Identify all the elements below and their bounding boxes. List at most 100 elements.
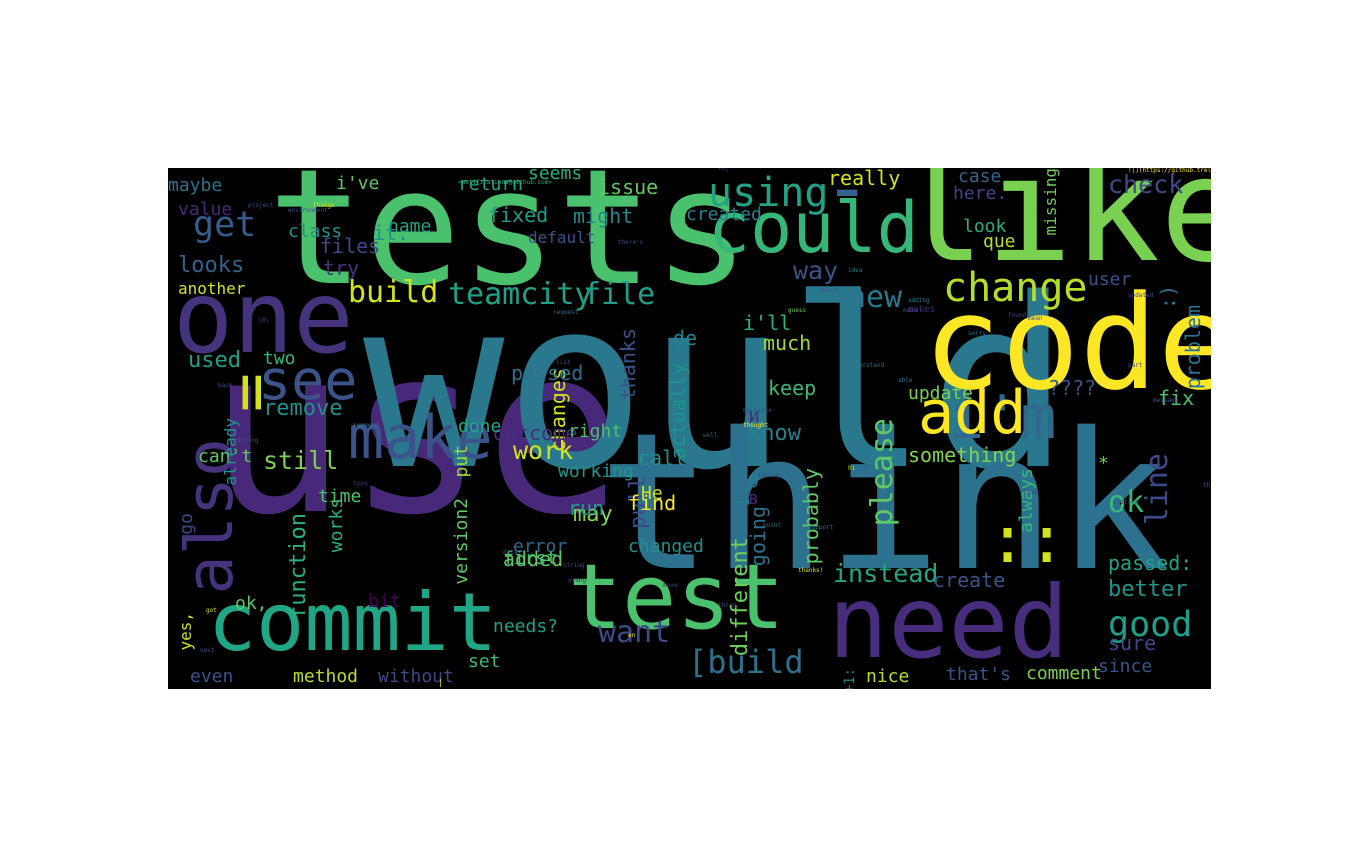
cloud-word: probably: [799, 468, 823, 565]
cloud-word: (0\: [258, 317, 269, 324]
cloud-word: 0: [748, 471, 759, 492]
cloud-word: i've: [336, 173, 380, 194]
cloud-word: 1: [737, 498, 753, 507]
cloud-word: data: [503, 549, 518, 556]
cloud-word: first: [503, 548, 558, 569]
word-cloud: use would think tests like code one need test com…: [168, 168, 1211, 689]
cloud-word: change: [943, 265, 1088, 311]
cloud-word: instead: [833, 559, 939, 588]
cloud-word: files: [320, 234, 381, 258]
cloud-word: list: [556, 359, 571, 366]
cloud-word: build: [348, 275, 439, 310]
cloud-word: here.: [953, 183, 1008, 204]
cloud-word: ![](https://github.trello.services/image…: [1128, 168, 1211, 174]
cloud-word: idea: [848, 267, 863, 274]
cloud-word: и: [748, 403, 761, 427]
cloud-word: look: [963, 216, 1007, 237]
cloud-word: even: [190, 666, 234, 687]
cloud-word: actually: [666, 363, 690, 460]
cloud-word: different: [728, 537, 753, 657]
cloud-word: problem: [1181, 305, 1205, 390]
cloud-word: made: [903, 307, 918, 314]
cloud-word: passed: [511, 361, 584, 385]
cloud-word: default: [528, 228, 596, 247]
cloud-word: commit: [208, 576, 497, 669]
cloud-word: thought: [743, 422, 769, 429]
cloud-word: call: [638, 446, 687, 470]
cloud-word: created: [686, 204, 762, 225]
cloud-word: update: [908, 383, 974, 404]
cloud-word: find: [628, 491, 677, 515]
cloud-word: may: [573, 502, 613, 527]
cloud-word: case: [958, 168, 1002, 187]
cloud-word: **\: [718, 168, 729, 174]
cloud-word: ok,: [235, 593, 268, 614]
cloud-word: [build: [688, 643, 804, 681]
cloud-word: better: [1108, 577, 1188, 602]
cloud-word: string: [563, 562, 585, 569]
cloud-word: return: [458, 174, 524, 195]
cloud-word: value: [178, 199, 233, 220]
cloud-word: project: [248, 202, 274, 209]
cloud-word: try: [323, 256, 360, 280]
cloud-word: got: [206, 607, 217, 614]
cloud-word: user: [1088, 269, 1132, 290]
cloud-word: run: [568, 496, 605, 520]
cloud-word: updated: [1128, 292, 1154, 299]
cloud-word: that's: [946, 664, 1012, 685]
cloud-word: reason: [818, 287, 840, 294]
cloud-word: :): [1156, 285, 1180, 310]
cloud-word: mean: [1028, 315, 1043, 322]
cloud-word: method: [293, 666, 359, 687]
cloud-word: ok: [1108, 485, 1145, 520]
cloud-word: :+1:: [842, 668, 858, 689]
cloud-word: file: [583, 277, 656, 312]
cloud-word: i'm: [948, 383, 1057, 453]
cloud-word: see: [258, 348, 358, 412]
cloud-word: function: [286, 513, 311, 619]
cloud-word: able: [898, 377, 913, 384]
cloud-word: point: [763, 522, 782, 529]
cloud-word: wrong: [568, 577, 587, 584]
cloud-word: missing: [1041, 168, 1060, 236]
cloud-word: name: [388, 216, 432, 237]
cloud-word: part: [1128, 362, 1143, 369]
cloud-word: things: [313, 202, 335, 209]
cloud-word: used: [188, 348, 241, 373]
cloud-word: something: [908, 443, 1017, 467]
cloud-word: He: [641, 483, 663, 504]
cloud-word: another: [178, 279, 246, 298]
cloud-word: since: [1098, 656, 1153, 677]
cloud-word: de: [673, 326, 698, 350]
cloud-word: в: [748, 488, 759, 509]
cloud-word: comment: [1026, 663, 1102, 684]
cloud-word: go: [176, 513, 197, 535]
cloud-word: seems: [528, 168, 583, 184]
cloud-word: added: [503, 547, 564, 571]
cloud-word: thing: [718, 602, 737, 609]
cloud-word: multidex: [743, 407, 772, 414]
cloud-word: bit: [368, 591, 401, 612]
cloud-word: sorry: [968, 330, 987, 337]
cloud-word: time: [318, 486, 362, 507]
cloud-word: done: [458, 416, 502, 437]
cloud-word: hi: [848, 465, 856, 472]
cloud-word: running: [233, 437, 259, 444]
cloud-word: back: [218, 382, 233, 389]
cloud-word: teamcity: [448, 277, 593, 312]
cloud-word: passed:: [1108, 551, 1193, 575]
cloud-word: |: [438, 678, 443, 687]
cloud-word: line: [1140, 453, 1175, 526]
cloud-word: class: [288, 221, 343, 242]
cloud-word: good: [1108, 605, 1193, 645]
cloud-word: would: [363, 249, 1071, 522]
cloud-word: really: [828, 168, 901, 190]
cloud-word: -: [823, 168, 872, 234]
cloud-word: message: [1153, 397, 1179, 404]
cloud-word: work: [513, 436, 574, 465]
cloud-word: guess: [788, 307, 807, 314]
cloud-word: one: [173, 259, 354, 376]
cloud-word: fix: [1158, 386, 1195, 410]
cloud-word: nice: [866, 666, 910, 687]
cloud-word: much: [763, 331, 812, 355]
